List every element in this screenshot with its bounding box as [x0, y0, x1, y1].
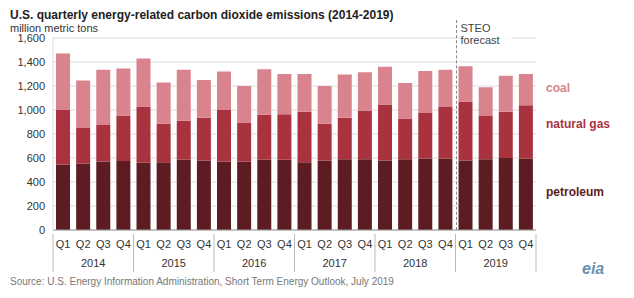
html-text:STEO forecast: STEO forecast [460, 22, 500, 46]
svg-text:400: 400 [27, 176, 45, 188]
svg-text:1,200: 1,200 [17, 80, 45, 92]
svg-text:Q4: Q4 [519, 238, 534, 250]
svg-text:Q2: Q2 [156, 238, 171, 250]
svg-text:Q1: Q1 [378, 238, 393, 250]
svg-text:Q2: Q2 [478, 238, 493, 250]
svg-text:Q4: Q4 [197, 238, 212, 250]
svg-text:Q4: Q4 [358, 238, 373, 250]
html-text:Source: U.S. Energy Informatio: Source: U.S. Energy Information Administ… [10, 276, 394, 287]
svg-text:Q1: Q1 [56, 238, 71, 250]
svg-text:Q3: Q3 [418, 238, 433, 250]
svg-text:Q3: Q3 [337, 238, 352, 250]
svg-text:1,600: 1,600 [17, 32, 45, 44]
svg-text:Q3: Q3 [96, 238, 111, 250]
svg-text:Q2: Q2 [317, 238, 332, 250]
svg-text:2017: 2017 [323, 257, 347, 269]
svg-text:2016: 2016 [242, 257, 266, 269]
html-text:U.S. quarterly energy-related: U.S. quarterly energy-related carbon dio… [10, 8, 394, 22]
svg-text:Q3: Q3 [257, 238, 272, 250]
svg-text:Q3: Q3 [498, 238, 513, 250]
svg-text:Q4: Q4 [116, 238, 131, 250]
svg-text:2019: 2019 [484, 257, 508, 269]
svg-text:Q1: Q1 [297, 238, 312, 250]
svg-text:1,000: 1,000 [17, 104, 45, 116]
svg-text:1,400: 1,400 [17, 56, 45, 68]
svg-text:Q4: Q4 [277, 238, 292, 250]
svg-text:600: 600 [27, 152, 45, 164]
svg-text:Q2: Q2 [76, 238, 91, 250]
html-text:eia: eia [582, 260, 605, 277]
svg-text:800: 800 [27, 128, 45, 140]
svg-text:0: 0 [39, 224, 45, 236]
svg-text:Q4: Q4 [438, 238, 453, 250]
html-text:million metric tons: million metric tons [10, 22, 98, 34]
html-text:petroleum: petroleum [546, 185, 604, 200]
svg-text:2015: 2015 [162, 257, 186, 269]
html-text:natural gas: natural gas [546, 116, 610, 131]
svg-text:Q3: Q3 [176, 238, 191, 250]
svg-text:Q2: Q2 [398, 238, 413, 250]
svg-text:Q1: Q1 [458, 238, 473, 250]
svg-text:2018: 2018 [403, 257, 427, 269]
svg-text:2014: 2014 [81, 257, 105, 269]
html-text:coal: coal [546, 80, 570, 95]
svg-text:Q1: Q1 [136, 238, 151, 250]
svg-text:Q2: Q2 [237, 238, 252, 250]
svg-text:200: 200 [27, 200, 45, 212]
svg-text:Q1: Q1 [217, 238, 232, 250]
